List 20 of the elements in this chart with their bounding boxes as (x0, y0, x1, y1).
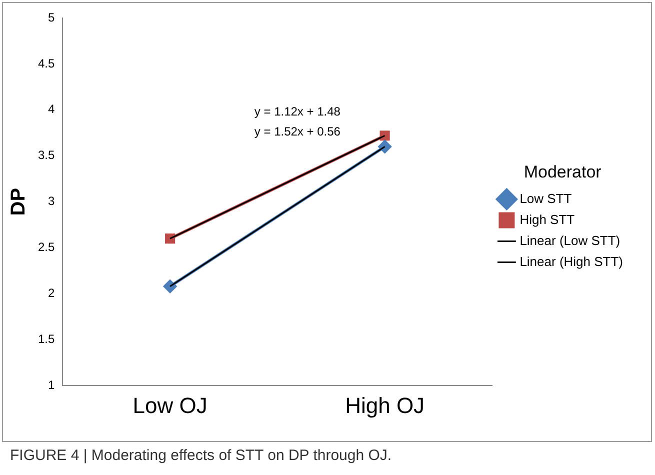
legend-label: Low STT (520, 190, 572, 206)
y-tick-label: 3 (48, 194, 55, 208)
annotation: y = 1.52x + 0.56 (254, 124, 341, 138)
annotation: y = 1.12x + 1.48 (254, 104, 341, 118)
legend-title: Moderator (524, 162, 602, 182)
legend-label: Linear (High STT) (520, 254, 624, 269)
x-tick-label: Low OJ (132, 392, 208, 418)
y-tick-label: 4 (48, 102, 55, 116)
y-tick-label: 5 (48, 10, 55, 24)
y-tick-label: 1 (48, 378, 55, 392)
x-tick-label: High OJ (345, 392, 425, 418)
y-tick-label: 2 (48, 286, 55, 300)
legend-label: Linear (Low STT) (520, 232, 620, 248)
y-tick-label: 3.5 (38, 148, 55, 162)
y-tick-label: 1.5 (38, 332, 55, 346)
caption: FIGURE 4 | Moderating effects of STT on DP through OJ. (10, 447, 392, 464)
y-tick-label: 4.5 (38, 56, 55, 70)
legend-label: High STT (520, 212, 575, 227)
y-tick-label: 2.5 (38, 240, 55, 254)
y-axis-title: DP (8, 188, 30, 216)
